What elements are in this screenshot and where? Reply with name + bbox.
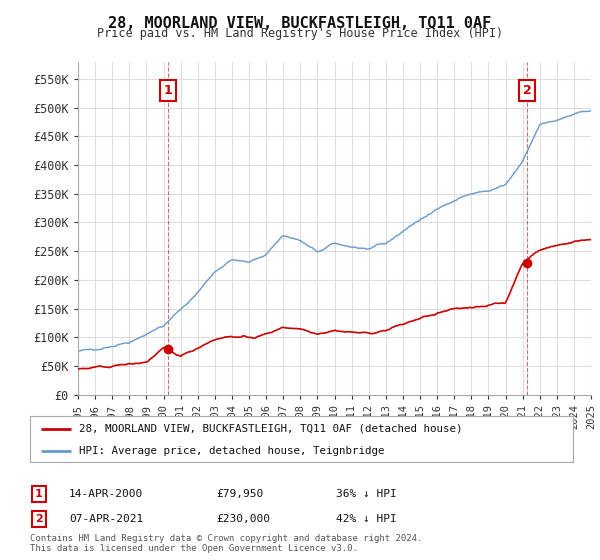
Text: £230,000: £230,000 — [216, 514, 270, 524]
Text: 2: 2 — [35, 514, 43, 524]
Text: 1: 1 — [164, 84, 173, 97]
Text: 2: 2 — [523, 84, 532, 97]
Text: 07-APR-2021: 07-APR-2021 — [69, 514, 143, 524]
Text: Price paid vs. HM Land Registry's House Price Index (HPI): Price paid vs. HM Land Registry's House … — [97, 27, 503, 40]
Text: £79,950: £79,950 — [216, 489, 263, 499]
Text: 28, MOORLAND VIEW, BUCKFASTLEIGH, TQ11 0AF (detached house): 28, MOORLAND VIEW, BUCKFASTLEIGH, TQ11 0… — [79, 424, 463, 434]
Text: 14-APR-2000: 14-APR-2000 — [69, 489, 143, 499]
Text: HPI: Average price, detached house, Teignbridge: HPI: Average price, detached house, Teig… — [79, 446, 385, 455]
Text: 28, MOORLAND VIEW, BUCKFASTLEIGH, TQ11 0AF: 28, MOORLAND VIEW, BUCKFASTLEIGH, TQ11 0… — [109, 16, 491, 31]
Text: 1: 1 — [35, 489, 43, 499]
Text: 36% ↓ HPI: 36% ↓ HPI — [336, 489, 397, 499]
Text: Contains HM Land Registry data © Crown copyright and database right 2024.
This d: Contains HM Land Registry data © Crown c… — [30, 534, 422, 553]
Text: 42% ↓ HPI: 42% ↓ HPI — [336, 514, 397, 524]
